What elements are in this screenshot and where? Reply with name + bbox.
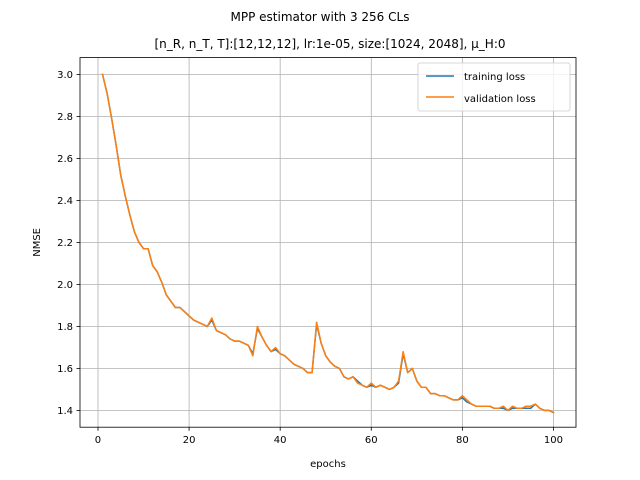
- chart-subtitle: [n_R, n_T, T]:[12,12,12], lr:1e-05, size…: [155, 37, 506, 51]
- x-tick-label: 100: [544, 435, 563, 446]
- x-tick-label: 60: [365, 435, 378, 446]
- y-tick-label: 2.4: [57, 196, 73, 207]
- legend-label-validation: validation loss: [464, 94, 536, 105]
- legend-box: [417, 62, 571, 112]
- grid: [80, 57, 576, 428]
- y-tick-label: 2.2: [57, 238, 73, 249]
- y-axis-label: NMSE: [32, 228, 43, 257]
- x-tick-label: 80: [456, 435, 469, 446]
- x-tick-label: 20: [183, 435, 196, 446]
- series-line-validation-loss: [101, 73, 555, 414]
- series-layer: [101, 73, 555, 414]
- legend-label-training: training loss: [464, 72, 525, 83]
- y-tick-label: 1.4: [57, 406, 73, 417]
- ticks: 0 20 40 60 80 100 1.4 1.6 1.8 2.0 2.2 2.4 2.6 2.8 3.0: [57, 70, 563, 446]
- y-tick-label: 1.8: [57, 322, 73, 333]
- y-tick-label: 2.0: [57, 280, 73, 291]
- x-tick-label: 40: [274, 435, 287, 446]
- y-tick-label: 1.6: [57, 364, 73, 375]
- chart-title: MPP estimator with 3 256 CLs: [231, 10, 410, 24]
- y-tick-label: 2.8: [57, 112, 73, 123]
- y-tick-label: 2.6: [57, 154, 73, 165]
- y-tick-label: 3.0: [57, 70, 73, 81]
- legend: training loss validation loss: [417, 62, 571, 112]
- x-tick-label: 0: [95, 435, 101, 446]
- x-axis-label: epochs: [310, 459, 346, 470]
